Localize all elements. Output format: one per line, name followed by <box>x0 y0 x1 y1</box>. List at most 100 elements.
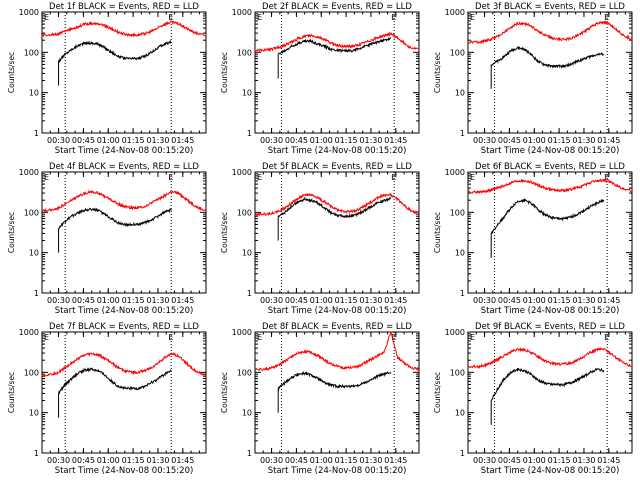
y-tick-label: 100 <box>24 48 39 57</box>
end-marker-label: E <box>168 333 173 342</box>
chart-svg: Det 7f BLACK = Events, RED = LLD 1 10 100 10… <box>7 322 207 476</box>
y-tick-label: 10 <box>455 409 465 418</box>
x-tick-label: 00:30 <box>260 296 283 305</box>
x-tick-label: 01:15 <box>122 136 145 145</box>
panel-det-1f: Det 1f BLACK = Events, RED = LLD 1 10 100 10… <box>0 0 213 160</box>
lld-series-line <box>254 31 420 54</box>
x-tick-label: 01:00 <box>523 456 546 465</box>
start-marker-label: E <box>257 13 262 22</box>
x-tick-label: 01:00 <box>310 296 333 305</box>
x-tick-label: 01:00 <box>97 136 120 145</box>
start-marker-label: E <box>470 173 475 182</box>
panel-det-4f: Det 4f BLACK = Events, RED = LLD 1 10 100 10… <box>0 160 213 320</box>
x-tick-label: 00:45 <box>498 296 521 305</box>
x-axis-label: Start Time (24-Nov-08 00:15:20) <box>481 466 620 476</box>
plot-frame <box>41 171 207 294</box>
x-tick-label: 01:45 <box>384 456 407 465</box>
chart-title: Det 2f BLACK = Events, RED = LLD <box>262 2 412 12</box>
x-tick-label: 00:30 <box>473 136 496 145</box>
y-tick-label: 1000 <box>19 328 39 337</box>
x-tick-label: 01:30 <box>359 296 382 305</box>
chart-svg: Det 9f BLACK = Events, RED = LLD 1 10 100 10… <box>433 322 633 476</box>
end-marker-label: E <box>391 13 396 22</box>
events-series-line <box>490 46 605 69</box>
x-tick-label: 00:45 <box>285 456 308 465</box>
x-tick-label: 01:00 <box>310 456 333 465</box>
panel-det-3f: Det 3f BLACK = Events, RED = LLD 1 10 100 10… <box>426 0 639 160</box>
x-tick-label: 01:15 <box>548 456 571 465</box>
y-axis-label: Counts/sec <box>433 372 442 413</box>
y-tick-label: 1000 <box>232 328 252 337</box>
x-axis-label: Start Time (24-Nov-08 00:15:20) <box>268 146 407 156</box>
end-marker-label: E <box>604 333 609 342</box>
y-tick-label: 1000 <box>19 8 39 17</box>
lld-series-line <box>41 352 207 378</box>
chart-title: Det 6f BLACK = Events, RED = LLD <box>475 162 625 172</box>
x-tick-label: 01:45 <box>384 136 407 145</box>
x-tick-label: 00:45 <box>498 456 521 465</box>
end-marker-label: E <box>604 173 609 182</box>
y-tick-label: 100 <box>450 48 465 57</box>
x-tick-label: 00:45 <box>72 296 95 305</box>
x-tick-label: 00:45 <box>72 136 95 145</box>
y-axis-label: Counts/sec <box>220 372 229 413</box>
y-tick-label: 1 <box>460 449 465 458</box>
chart-svg: Det 8f BLACK = Events, RED = LLD 1 10 100 10… <box>220 322 420 476</box>
x-tick-label: 01:00 <box>523 136 546 145</box>
chart-title: Det 5f BLACK = Events, RED = LLD <box>262 162 412 172</box>
x-tick-label: 00:45 <box>285 136 308 145</box>
x-tick-label: 01:45 <box>597 136 620 145</box>
end-marker-label: E <box>391 333 396 342</box>
x-tick-label: 01:45 <box>384 296 407 305</box>
x-tick-label: 01:30 <box>146 136 169 145</box>
y-tick-label: 1 <box>247 289 252 298</box>
lld-series-line <box>41 20 207 38</box>
x-tick-label: 01:15 <box>335 136 358 145</box>
x-tick-label: 01:15 <box>548 136 571 145</box>
x-tick-label: 00:30 <box>260 456 283 465</box>
y-tick-label: 10 <box>242 249 252 258</box>
plot-frame <box>254 171 420 294</box>
chart-title: Det 7f BLACK = Events, RED = LLD <box>49 322 199 332</box>
x-tick-label: 01:45 <box>597 456 620 465</box>
end-marker-label: E <box>168 173 173 182</box>
x-tick-label: 00:30 <box>473 296 496 305</box>
start-marker-label: E <box>44 333 49 342</box>
y-tick-label: 1 <box>460 289 465 298</box>
x-axis-label: Start Time (24-Nov-08 00:15:20) <box>55 306 194 316</box>
x-tick-label: 01:15 <box>122 456 145 465</box>
panel-det-7f: Det 7f BLACK = Events, RED = LLD 1 10 100 10… <box>0 320 213 480</box>
start-marker-label: E <box>257 173 262 182</box>
x-axis-label: Start Time (24-Nov-08 00:15:20) <box>481 146 620 156</box>
y-tick-label: 1 <box>247 449 252 458</box>
y-tick-label: 10 <box>455 89 465 98</box>
x-tick-label: 01:30 <box>572 456 595 465</box>
chart-svg: Det 4f BLACK = Events, RED = LLD 1 10 100 10… <box>7 162 207 316</box>
lld-series-line <box>467 178 633 195</box>
y-axis-label: Counts/sec <box>433 52 442 93</box>
panel-det-2f: Det 2f BLACK = Events, RED = LLD 1 10 100 10… <box>213 0 426 160</box>
x-tick-label: 00:45 <box>285 296 308 305</box>
chart-svg: Det 3f BLACK = Events, RED = LLD 1 10 100 10… <box>433 2 633 156</box>
y-axis-label: Counts/sec <box>433 212 442 253</box>
y-tick-label: 100 <box>237 368 252 377</box>
panel-det-6f: Det 6f BLACK = Events, RED = LLD 1 10 100 10… <box>426 160 639 320</box>
y-tick-label: 1 <box>34 289 39 298</box>
y-tick-label: 10 <box>29 89 39 98</box>
chart-svg: Det 6f BLACK = Events, RED = LLD 1 10 100 10… <box>433 162 633 316</box>
plot-frame <box>467 331 633 454</box>
y-tick-label: 100 <box>450 368 465 377</box>
x-tick-label: 01:00 <box>310 136 333 145</box>
y-tick-label: 10 <box>29 249 39 258</box>
x-tick-label: 01:00 <box>523 296 546 305</box>
chart-title: Det 4f BLACK = Events, RED = LLD <box>49 162 199 172</box>
start-marker-label: E <box>257 333 262 342</box>
chart-svg: Det 5f BLACK = Events, RED = LLD 1 10 100 10… <box>220 162 420 316</box>
y-tick-label: 10 <box>242 409 252 418</box>
y-tick-label: 1 <box>34 129 39 138</box>
x-axis-label: Start Time (24-Nov-08 00:15:20) <box>268 466 407 476</box>
x-tick-label: 01:30 <box>146 296 169 305</box>
events-series-line <box>58 367 172 395</box>
y-tick-label: 1000 <box>232 168 252 177</box>
